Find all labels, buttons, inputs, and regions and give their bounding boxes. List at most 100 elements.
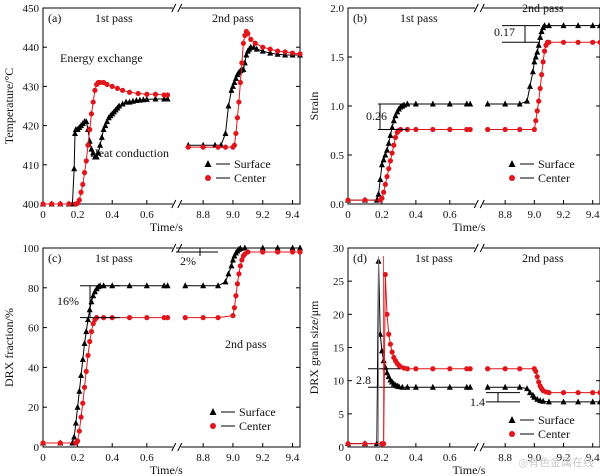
data-point	[533, 368, 539, 374]
legend-entry: Center	[538, 171, 570, 185]
axis-break-top-mask	[475, 5, 484, 11]
pass-label: 1st pass	[400, 11, 438, 25]
data-point	[597, 390, 600, 396]
y-tick-label: 400	[23, 199, 40, 211]
data-point	[245, 30, 251, 37]
y-tick-label: 430	[23, 81, 40, 93]
legend-marker	[509, 431, 515, 437]
data-point	[79, 355, 86, 362]
data-point	[76, 387, 83, 394]
data-point	[222, 278, 229, 285]
data-point	[225, 102, 232, 109]
data-point	[429, 100, 436, 107]
data-point	[78, 189, 84, 195]
data-point	[575, 22, 582, 29]
data-point	[83, 328, 90, 335]
data-point	[231, 142, 238, 148]
data-point	[387, 131, 394, 138]
data-point	[114, 85, 121, 91]
axis-break-mark	[171, 199, 177, 209]
y-axis-label: DRX grain size/μm	[307, 300, 321, 394]
data-point	[430, 366, 436, 372]
data-point	[484, 100, 491, 107]
series-center: Center	[40, 28, 303, 207]
data-point	[215, 282, 222, 289]
data-point	[239, 257, 245, 263]
y-tick-label: 30	[333, 243, 345, 255]
data-point	[430, 126, 436, 133]
y-tick-label: 440	[23, 42, 40, 54]
data-point	[446, 100, 453, 107]
data-point	[404, 366, 410, 372]
series-line	[487, 41, 600, 131]
y-tick-label: 20	[333, 309, 345, 321]
data-point	[534, 48, 541, 55]
data-point	[90, 292, 97, 299]
data-point	[231, 305, 238, 311]
data-point	[524, 97, 531, 104]
data-point	[375, 190, 382, 197]
x-tick-label: 9.2	[557, 209, 571, 221]
x-tick-label: 9.0	[527, 209, 541, 221]
legend-entry: Center	[239, 419, 271, 433]
data-point	[531, 393, 538, 400]
data-point	[76, 197, 82, 203]
data-point	[589, 22, 596, 29]
data-point	[241, 244, 248, 251]
data-point	[297, 51, 303, 57]
data-point	[40, 201, 46, 207]
x-tick-label: 9.4	[286, 209, 300, 221]
data-point	[297, 244, 303, 251]
annotation: Heat conduction	[90, 146, 169, 160]
plot-frame	[42, 247, 301, 448]
data-point	[248, 36, 254, 42]
data-point	[447, 126, 453, 133]
data-point	[537, 33, 544, 40]
data-point	[81, 340, 88, 347]
x-tick-label: 0.4	[409, 209, 423, 221]
data-point	[413, 126, 419, 133]
x-tick-label: 0.6	[443, 452, 457, 464]
axis-break-bottom-mask	[172, 444, 181, 450]
data-point	[267, 49, 274, 56]
data-point	[87, 126, 93, 133]
axis-break-mark	[479, 3, 485, 13]
data-point	[119, 100, 126, 107]
x-tick-label: 0.6	[140, 209, 154, 221]
data-point	[222, 129, 229, 136]
legend-marker	[508, 416, 516, 423]
data-point	[234, 115, 241, 121]
data-point	[502, 366, 508, 372]
data-point	[182, 315, 188, 321]
data-point	[392, 112, 399, 119]
data-point	[102, 122, 109, 129]
x-tick-label: 9.4	[586, 452, 600, 464]
axis-break-mark	[171, 442, 177, 452]
data-point	[126, 282, 133, 289]
data-point	[85, 352, 91, 359]
data-point	[386, 331, 392, 337]
series-surface: Surface	[345, 257, 600, 447]
axis-break-mark	[171, 243, 177, 253]
axis-break-mark	[177, 3, 183, 13]
x-tick-label: 9.4	[286, 452, 300, 464]
annotation: 2%	[180, 254, 196, 268]
data-point	[164, 95, 171, 102]
panel-tag: (c)	[48, 251, 61, 265]
data-point	[590, 39, 596, 45]
annotation: 16%	[57, 294, 79, 308]
legend-marker	[204, 160, 212, 167]
legend-marker	[509, 175, 515, 181]
annotation: 0.26	[366, 109, 387, 123]
panel-tag: (a)	[48, 11, 61, 25]
panel-d: 0 5 10 15 20 25 30 0 0.2 0.4 0.6 8.8 9.0 9.2 9.4 Time/s…	[307, 243, 600, 476]
data-point	[345, 197, 351, 203]
data-point	[84, 316, 91, 323]
data-point	[215, 315, 221, 321]
data-point	[545, 398, 552, 405]
axis-break-mark	[171, 3, 177, 13]
x-axis-label: Time/s	[150, 220, 183, 234]
data-point	[484, 383, 491, 390]
data-point	[240, 40, 246, 46]
data-point	[392, 134, 399, 140]
